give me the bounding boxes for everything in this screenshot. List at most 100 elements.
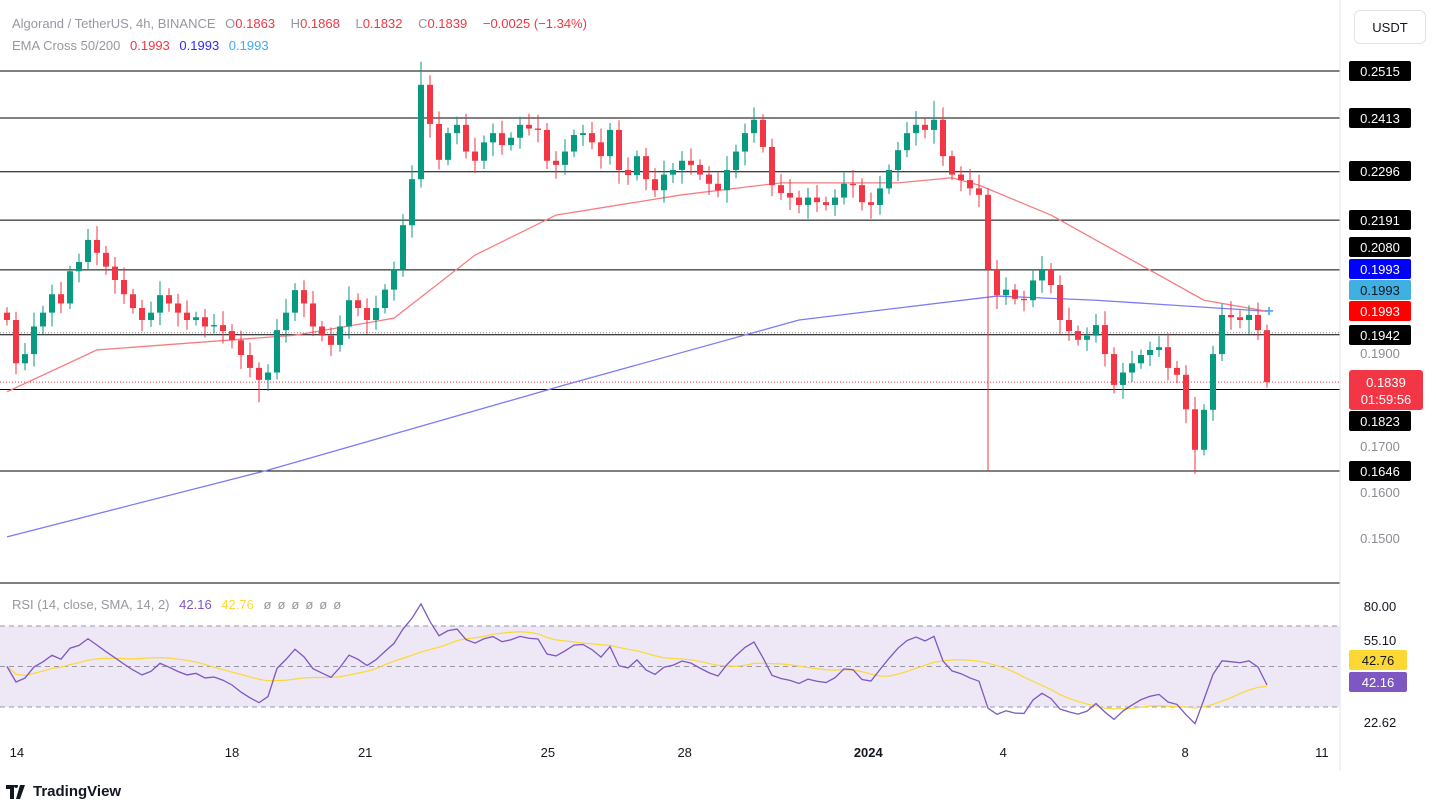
candle <box>391 261 397 301</box>
candle-body <box>238 340 244 356</box>
candle-body <box>769 146 775 186</box>
candle-body <box>94 239 100 253</box>
candle-body <box>256 367 262 380</box>
candle-body <box>22 354 28 364</box>
candle <box>1012 284 1018 305</box>
candle-body <box>1003 289 1009 296</box>
candle <box>733 144 739 179</box>
price-label-bg <box>1349 461 1411 481</box>
candle <box>1111 347 1117 394</box>
candle <box>67 265 73 309</box>
candle-body <box>616 129 622 170</box>
price-label-bg <box>1349 237 1411 257</box>
candle-body <box>994 269 1000 296</box>
candle <box>355 293 361 317</box>
candle <box>85 228 91 269</box>
candle <box>193 311 199 326</box>
candle <box>373 295 379 330</box>
candle <box>364 298 370 334</box>
candle <box>832 189 838 216</box>
candle-body <box>382 289 388 309</box>
candle <box>427 75 433 138</box>
change-value: −0.0025 (−1.34%) <box>482 16 587 31</box>
candle-body <box>418 84 424 180</box>
candle <box>1147 341 1153 367</box>
candle-body <box>1219 314 1225 355</box>
price-tick: 0.1700 <box>1360 439 1400 454</box>
candle-body <box>373 308 379 321</box>
crosshair-plus-icon: + <box>1264 303 1273 320</box>
candle <box>931 100 937 144</box>
candle-body <box>913 124 919 134</box>
candle <box>805 187 811 219</box>
candle-body <box>427 84 433 124</box>
candle <box>454 116 460 145</box>
rsi-sma-value: 42.76 <box>221 597 254 612</box>
candle <box>13 311 19 375</box>
candle-body <box>1129 363 1135 373</box>
candle-body <box>436 123 442 160</box>
candle <box>274 319 280 380</box>
candle <box>517 116 523 149</box>
candle-body <box>841 183 847 198</box>
time-tick: 8 <box>1181 745 1188 760</box>
candle-body <box>31 326 37 355</box>
time-tick: 25 <box>541 745 555 760</box>
ema-value-2: 0.1993 <box>179 38 220 53</box>
rsi-label[interactable]: RSI (14, close, SMA, 14, 2) <box>12 597 170 612</box>
candle-body <box>751 119 757 134</box>
candle <box>1039 256 1045 293</box>
candle <box>220 311 226 344</box>
candle <box>949 150 955 181</box>
candle <box>1201 404 1207 456</box>
candle <box>1246 305 1252 334</box>
candle-body <box>1255 314 1261 331</box>
candle <box>49 284 55 327</box>
candle-body <box>1228 314 1234 318</box>
candle <box>238 330 244 369</box>
candles: + <box>4 61 1274 474</box>
candle <box>1030 269 1036 308</box>
candle <box>607 123 613 165</box>
rsi-value-bg <box>1349 672 1407 692</box>
price-tick: 0.1600 <box>1360 485 1400 500</box>
low-value: 0.1832 <box>362 16 403 31</box>
candle-body <box>571 134 577 152</box>
candle-body <box>1264 330 1270 383</box>
candle-body <box>886 169 892 189</box>
candle <box>760 114 766 153</box>
rsi-line <box>6 602 1268 725</box>
tradingview-logo[interactable]: TradingView <box>6 783 121 800</box>
candle-body <box>1246 314 1252 321</box>
candle-body <box>472 151 478 161</box>
candle <box>256 362 262 403</box>
candle <box>544 123 550 170</box>
candle-body <box>319 326 325 336</box>
candle <box>643 147 649 191</box>
candle-body <box>733 151 739 170</box>
price-label-text: 0.1823 <box>1360 414 1400 429</box>
candle-body <box>130 294 136 309</box>
candle <box>463 113 469 159</box>
candle <box>625 157 631 185</box>
candle-body <box>823 202 829 205</box>
symbol-title[interactable]: Algorand / TetherUS, 4h, BINANCE <box>12 16 216 31</box>
candle-body <box>364 308 370 321</box>
candle <box>634 150 640 181</box>
price-label: 0.2413 <box>1349 108 1411 128</box>
candle-body <box>157 295 163 313</box>
candle <box>724 156 730 203</box>
candle <box>742 123 748 166</box>
candle-body <box>229 331 235 341</box>
price-label: 0.1993 <box>1349 259 1411 279</box>
candle <box>22 343 28 371</box>
candle <box>796 190 802 214</box>
price-label-bg <box>1349 210 1411 230</box>
open-value: 0.1863 <box>235 16 276 31</box>
currency-button[interactable]: USDT <box>1354 10 1426 44</box>
ema-label[interactable]: EMA Cross 50/200 <box>12 38 121 53</box>
high-value: 0.1868 <box>300 16 340 31</box>
candle <box>526 113 532 136</box>
candle <box>1120 362 1126 399</box>
